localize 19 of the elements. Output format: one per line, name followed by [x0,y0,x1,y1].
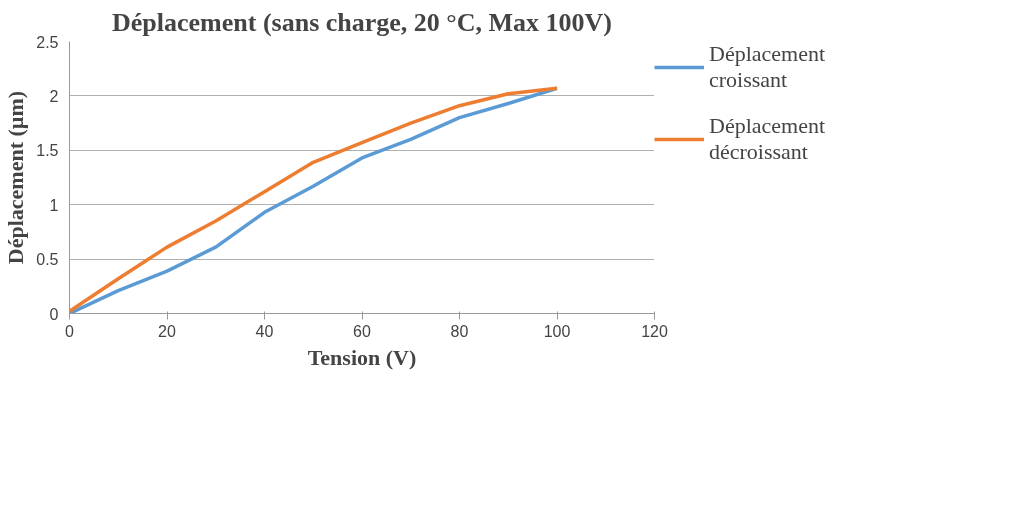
legend-label: Déplacement décroissant [709,113,826,165]
line-series [69,86,559,314]
x-tick-label: 80 [450,322,469,340]
y-tick-label: 0 [49,305,59,323]
y-tick-label: 0.5 [36,251,59,269]
x-tick-label: 20 [158,322,176,340]
y-tick-label: 1.5 [36,142,59,160]
y-tick-label: 1 [49,196,59,214]
x-tick-label: 100 [543,322,571,340]
chart-title: Déplacement (sans charge, 20 °C, Max 100V) [112,7,612,37]
y-tick-label: 2.5 [36,33,59,51]
x-axis-title: Tension (V) [307,344,417,370]
x-tick-label: 60 [353,322,371,340]
x-tick-label: 0 [65,322,75,340]
y-tick-label: 2 [49,87,59,105]
x-tick-label: 120 [641,322,668,340]
legend-label: Déplacement croissant [709,41,826,93]
y-axis-title: Déplacement (µm) [3,90,29,265]
x-tick-label: 40 [255,322,274,340]
